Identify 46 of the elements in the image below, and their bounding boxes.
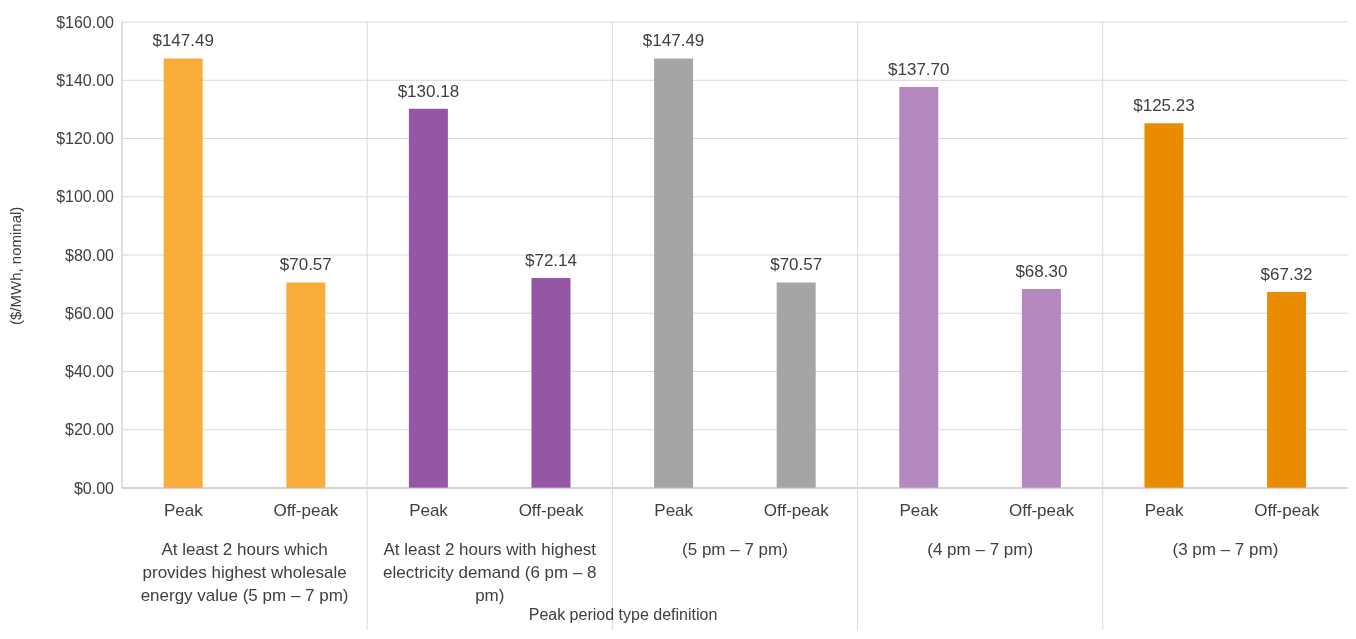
- y-tick-label: $80.00: [65, 246, 115, 264]
- x-tick-label: Peak: [1144, 501, 1184, 521]
- data-label: $137.70: [888, 59, 950, 79]
- bar: [899, 86, 939, 488]
- x-tick-label: Off-peak: [1254, 501, 1320, 521]
- bar: [654, 58, 694, 488]
- y-tick-label: $140.00: [56, 71, 115, 89]
- x-tick-label: Peak: [899, 501, 939, 521]
- x-tick-label: Peak: [409, 501, 449, 521]
- bar: [1144, 123, 1184, 488]
- y-tick-label: $160.00: [56, 13, 115, 31]
- data-label: $125.23: [1133, 96, 1195, 116]
- data-label: $130.18: [397, 81, 460, 101]
- bar: [408, 108, 448, 488]
- text: (5 pm – 7 pm): [681, 539, 789, 561]
- x-tick-label: Off-peak: [763, 501, 830, 521]
- bar: [1267, 291, 1307, 488]
- data-label: $70.57: [770, 255, 823, 275]
- y-axis-title: ($/MWh, nominal): [7, 206, 25, 325]
- data-label: $147.49: [152, 31, 214, 51]
- bar: [776, 282, 816, 488]
- y-tick-label: $20.00: [65, 421, 115, 439]
- x-tick-label: Off-peak: [1009, 501, 1075, 521]
- data-label: $72.14: [524, 250, 577, 270]
- bar: [531, 277, 571, 488]
- y-tick-label: $40.00: [65, 363, 115, 381]
- data-label: $147.49: [642, 31, 705, 51]
- text: At least 2 hours with highest electricity demand (6 pm – 8 pm): [382, 539, 598, 607]
- data-label: $70.57: [279, 255, 332, 275]
- x-tick-label: Off-peak: [518, 501, 585, 521]
- y-tick-label: $120.00: [56, 130, 115, 148]
- x-tick-label: Off-peak: [273, 501, 339, 521]
- bar: [163, 58, 203, 488]
- text: (4 pm – 7 pm): [926, 539, 1035, 561]
- text: (3 pm – 7 pm): [1171, 539, 1280, 561]
- x-tick-label: Peak: [163, 501, 204, 521]
- y-tick-label: $100.00: [56, 188, 115, 206]
- text: At least 2 hours which provides highest wholesale energy value (5 pm – 7 pm): [139, 539, 350, 607]
- y-tick-label: $60.00: [65, 304, 115, 322]
- y-tick-label: $0.00: [73, 479, 115, 497]
- text: Peak period type definition: [527, 606, 719, 624]
- data-label: $68.30: [1015, 262, 1068, 282]
- bar: [1021, 289, 1061, 488]
- data-label: $67.32: [1260, 264, 1313, 284]
- x-tick-label: Peak: [654, 501, 694, 521]
- bar: [286, 282, 326, 488]
